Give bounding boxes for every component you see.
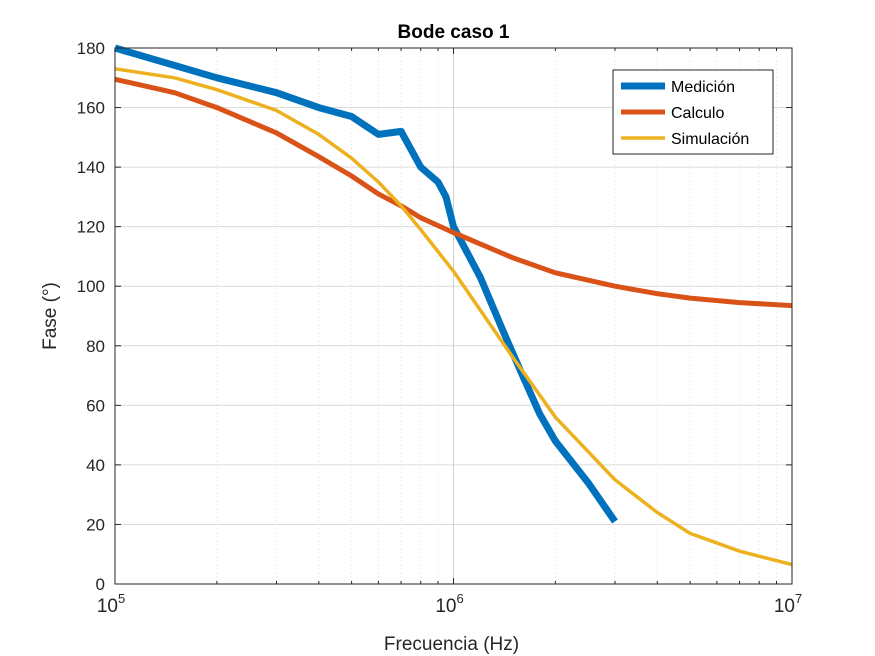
x-axis-label: Frecuencia (Hz) — [384, 634, 519, 655]
x-tick-label: 105 — [97, 591, 125, 617]
series-line-2 — [114, 76, 793, 309]
y-tick-label: 40 — [86, 456, 105, 475]
legend-entry-3: Simulación — [671, 131, 749, 148]
y-tick-label: 160 — [77, 99, 105, 118]
legend-entry-2: Calculo — [671, 105, 724, 122]
y-tick-label: 80 — [86, 337, 105, 356]
y-tick-label: 100 — [77, 277, 105, 296]
y-tick-label: 120 — [77, 218, 105, 237]
y-tick-label: 140 — [77, 158, 105, 177]
series-line-1 — [114, 44, 618, 524]
series-line-3 — [114, 67, 793, 567]
x-tick-label: 107 — [774, 591, 802, 617]
y-axis-label: Fase (°) — [40, 282, 61, 350]
legend: Medición Calculo Simulación — [612, 69, 774, 155]
y-tick-label: 20 — [86, 515, 105, 534]
ticks: 0 20 40 60 80 100 120 140 160 180 105 106 107 — [77, 39, 803, 617]
chart-title: Bode caso 1 — [398, 22, 510, 43]
series-group — [114, 44, 793, 567]
y-tick-label: 0 — [96, 575, 105, 594]
legend-entry-1: Medición — [671, 79, 735, 96]
y-tick-label: 180 — [77, 39, 105, 58]
x-tick-label: 106 — [435, 591, 463, 617]
y-tick-label: 60 — [86, 396, 105, 415]
